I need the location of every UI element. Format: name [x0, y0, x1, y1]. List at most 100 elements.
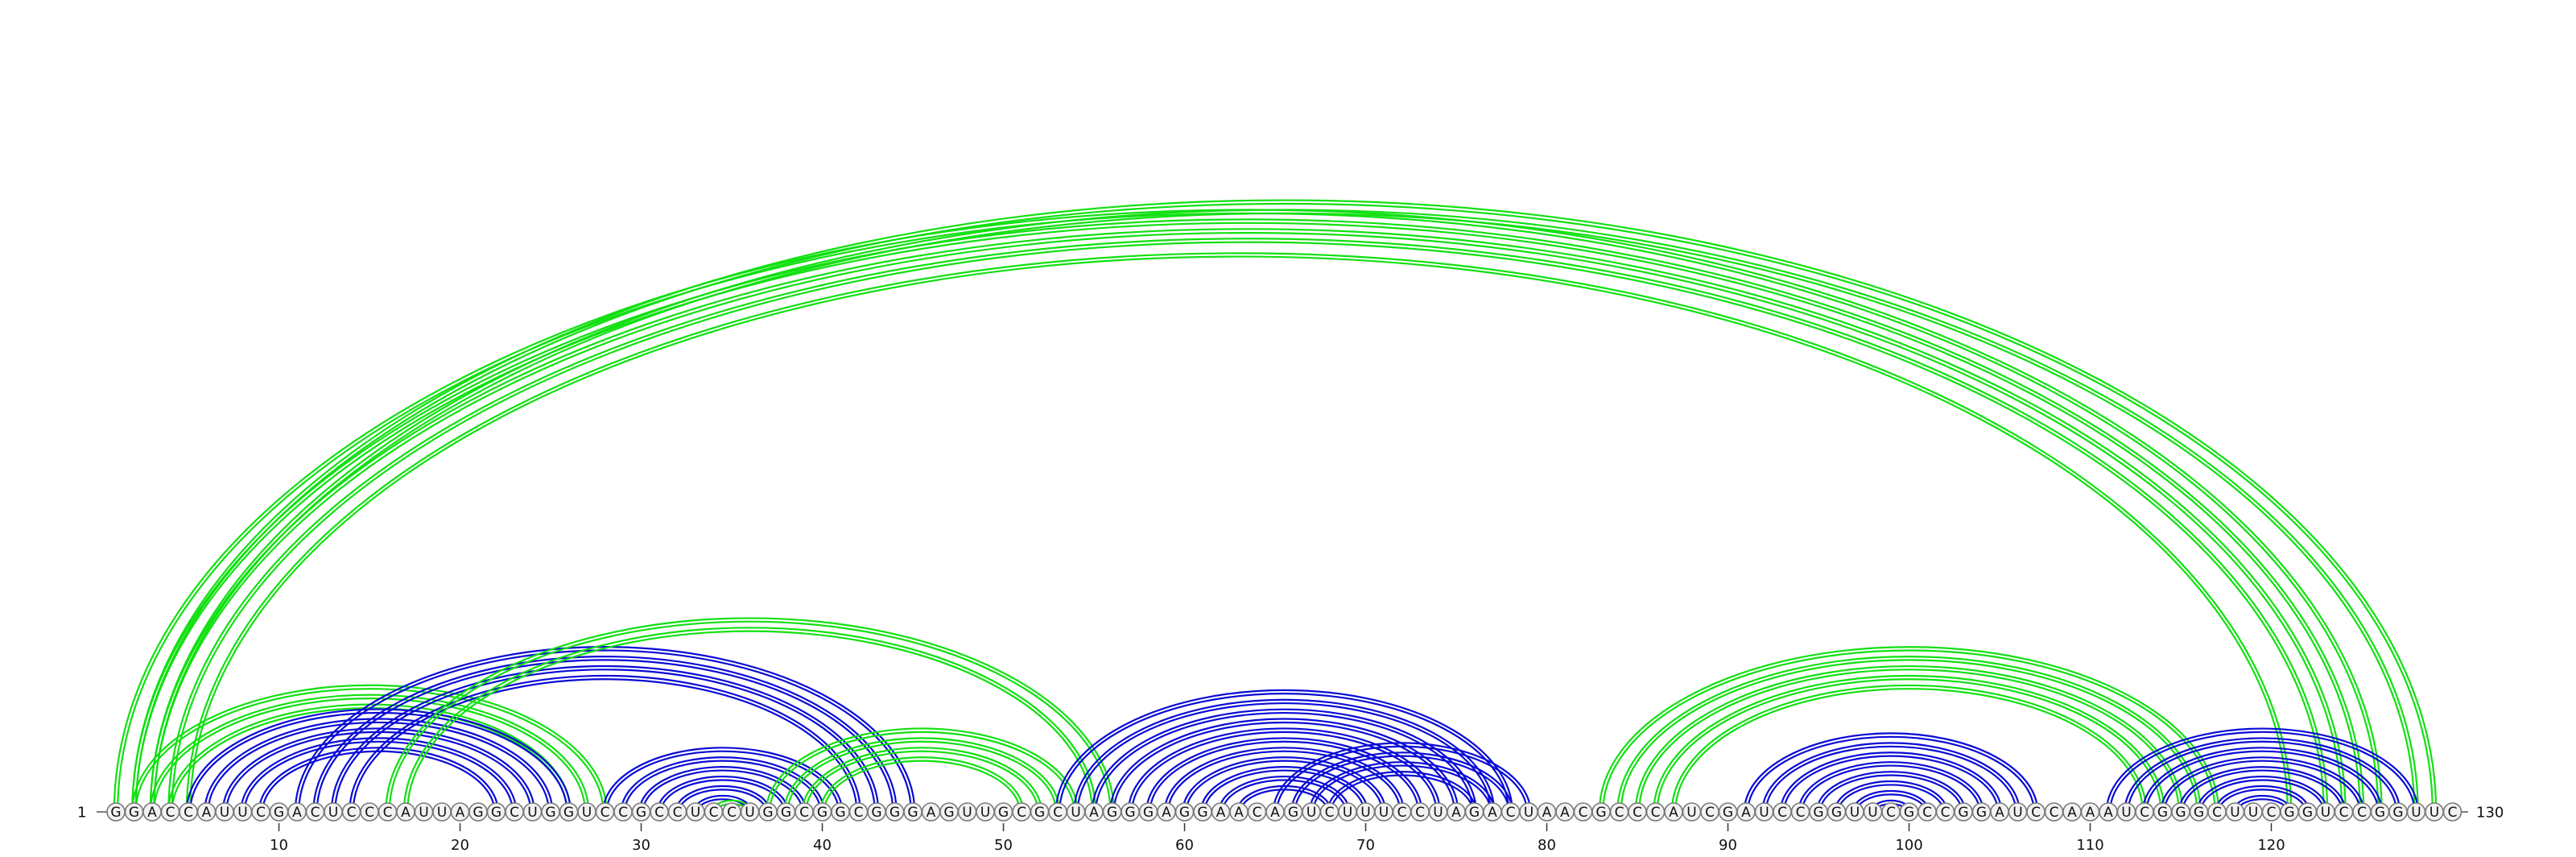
nucleotide: C [2044, 802, 2064, 822]
nucleotide: G [1591, 802, 1611, 822]
nucleotide-letter: A [1089, 805, 1099, 821]
base-pair-arc [1747, 735, 2035, 813]
nucleotide: G [993, 802, 1013, 822]
nucleotide-letter: C [1053, 805, 1063, 821]
base-pair-arc [765, 727, 1079, 813]
base-pair-arc [678, 789, 767, 813]
base-pair-arc [1779, 751, 2003, 813]
nucleotide: U [432, 802, 452, 822]
nucleotide-letter: U [1759, 805, 1769, 821]
nucleotide-letter: C [709, 805, 719, 821]
nucleotide-letter: A [1270, 805, 1280, 821]
nucleotide-letter: U [1360, 805, 1370, 821]
base-pair-arc [1059, 693, 1510, 813]
nucleotide: G [1102, 802, 1122, 822]
base-pair-arc [153, 212, 2416, 813]
nucleotide: C [2207, 802, 2227, 822]
position-tick-label: 80 [1538, 837, 1556, 854]
nucleotide: U [1302, 802, 1321, 822]
base-pair-arc [642, 769, 803, 813]
base-pair-arc [1203, 769, 1365, 813]
nucleotide: G [812, 802, 832, 822]
nucleotide-letter: C [1705, 805, 1715, 821]
nucleotide: G [541, 802, 560, 822]
base-pair-arc [1801, 764, 1981, 813]
base-pair-arc [131, 218, 2365, 813]
start-position-label: 1 [77, 805, 86, 822]
base-pair-arc [1113, 721, 1455, 813]
nucleotide-letter: A [202, 805, 212, 821]
base-pair-arc [2199, 779, 2325, 813]
position-tick-label: 120 [2257, 837, 2285, 854]
nucleotide-letter: U [1868, 805, 1877, 821]
base-pair-arc [1798, 761, 1984, 813]
nucleotide-letter: A [292, 805, 302, 821]
nucleotide: C [1645, 802, 1666, 822]
nucleotide: U [215, 802, 234, 822]
green-helix-group [385, 617, 1115, 813]
base-pair-arc [783, 737, 1061, 813]
nucleotide-letter: G [564, 805, 574, 821]
nucleotide-letter: G [835, 805, 845, 821]
base-pair-arc [1765, 745, 2017, 813]
nucleotide-letter: C [601, 805, 610, 821]
nucleotide: C [613, 802, 633, 822]
nucleotide: G [1138, 802, 1158, 822]
nucleotide-letter: C [727, 805, 737, 821]
base-pair-arc [316, 659, 894, 813]
base-pair-arc [1638, 669, 2180, 813]
nucleotide-letter: C [854, 805, 864, 821]
nucleotide: U [2116, 802, 2136, 822]
nucleotide: C [1392, 802, 1412, 822]
nucleotide-letter: C [365, 805, 374, 821]
base-pair-arc [1076, 702, 1492, 813]
nucleotide-letter: A [2086, 805, 2095, 821]
end-position-label: 130 [2476, 805, 2504, 822]
nucleotide-letter: C [1397, 805, 1407, 821]
nucleotide: G [559, 802, 579, 822]
nucleotide-letter: C [2031, 805, 2041, 821]
nucleotide: G [1174, 802, 1195, 822]
nucleotide-letter: G [2375, 805, 2385, 821]
nucleotide-letter: C [618, 805, 628, 821]
base-pair-arc [149, 209, 2419, 813]
base-pair-arc [786, 740, 1057, 813]
base-pair-arc [407, 630, 1093, 813]
nucleotide-letter: C [1651, 805, 1661, 821]
nucleotide: G [1030, 802, 1050, 822]
nucleotide: G [1809, 802, 1828, 822]
nucleotide-letter: G [545, 805, 555, 821]
nucleotide: A [1990, 802, 2009, 822]
nucleotide-letter: G [998, 805, 1009, 821]
nucleotide-letter: C [799, 805, 809, 821]
blue-helix-group [185, 708, 572, 813]
position-tick-label: 70 [1356, 837, 1375, 854]
nucleotide: C [1012, 802, 1031, 822]
nucleotide-letter: A [2067, 805, 2077, 821]
nucleotide: C [1700, 802, 1719, 822]
position-tick-label: 100 [1895, 837, 1922, 854]
nucleotide: A [1483, 802, 1502, 822]
base-pair-arc [221, 727, 535, 813]
base-pair-arc [2163, 760, 2361, 813]
base-pair-arc [134, 221, 2361, 813]
base-pair-arc [1163, 747, 1405, 813]
nucleotide: C [160, 802, 180, 822]
nucleotide: U [1863, 802, 1883, 822]
green-helix-group [1598, 645, 2220, 813]
nucleotide-letter: U [237, 805, 247, 821]
nucleotide-letter: U [582, 805, 592, 821]
nucleotide: G [106, 802, 126, 822]
nucleotide-letter: C [654, 805, 664, 821]
nucleotide: A [2099, 802, 2118, 822]
base-pair-arc [1095, 711, 1474, 813]
base-pair-arc [1290, 751, 1513, 813]
nucleotide-letter: G [110, 805, 121, 821]
nucleotide-letter: G [2194, 805, 2204, 821]
nucleotide-letter: C [510, 805, 519, 821]
base-pair-arc [2214, 785, 2310, 813]
base-pair-arc [1815, 771, 1967, 813]
base-pair-arc [2145, 750, 2380, 813]
nucleotide-letter: C [1506, 805, 1516, 821]
nucleotide: C [1935, 802, 1955, 822]
